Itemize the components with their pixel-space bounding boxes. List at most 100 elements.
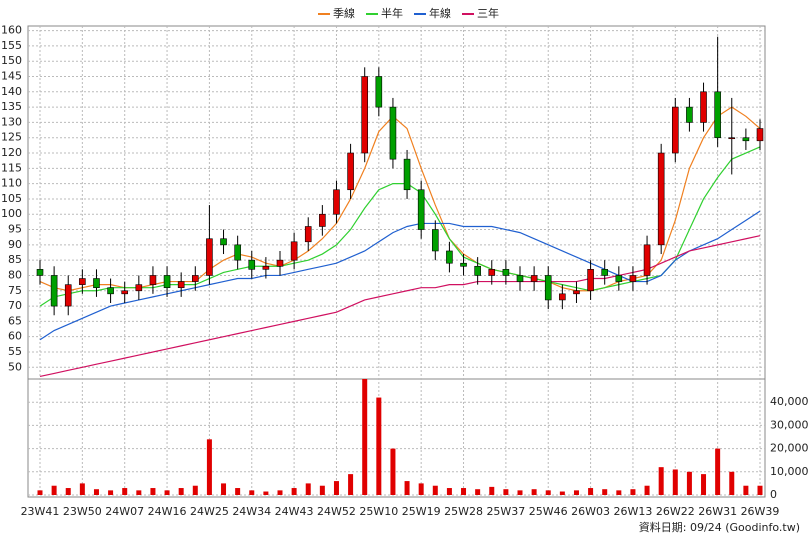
y-tick-label: 110: [1, 177, 22, 190]
legend-label: 三年: [477, 6, 499, 20]
candle-body: [163, 275, 171, 289]
x-tick-label: 26W31: [698, 505, 737, 518]
x-tick-label: 26W22: [656, 505, 695, 518]
y-tick-label: 50: [8, 360, 22, 373]
candle-body: [375, 76, 383, 108]
candle-body: [333, 189, 340, 215]
volume-bar: [122, 488, 128, 495]
x-tick-label: 24W43: [275, 505, 314, 518]
candle-body: [220, 238, 227, 246]
volume-bar: [362, 379, 368, 495]
y-tick-label: 90: [8, 238, 22, 251]
candle-body: [446, 250, 453, 264]
x-tick-label: 25W28: [444, 505, 483, 518]
x-tick-label: 25W37: [486, 505, 525, 518]
volume-bar: [178, 488, 184, 495]
y-tick-label: 100: [1, 207, 22, 220]
candle-body: [290, 241, 298, 261]
candle-body: [431, 229, 439, 252]
volume-bar: [305, 483, 311, 495]
y-tick-label: 160: [1, 24, 22, 37]
candle-body: [488, 269, 496, 276]
candle-body: [417, 189, 425, 230]
volume-bar: [743, 485, 749, 495]
x-tick-label: 23W41: [21, 505, 60, 518]
candle-body: [206, 238, 213, 276]
volume-bar: [432, 485, 438, 495]
candle-body: [460, 262, 467, 267]
volume-bar: [715, 448, 721, 495]
x-tick-label: 25W10: [359, 505, 398, 518]
candle-body: [248, 259, 256, 270]
x-tick-label: 23W50: [63, 505, 102, 518]
candle-body: [389, 106, 397, 160]
volume-bar: [164, 490, 170, 495]
volume-bar: [150, 488, 156, 495]
y-tick-label: 60: [8, 330, 22, 343]
candle-body: [319, 213, 326, 227]
volume-bar: [602, 489, 608, 495]
candle-body: [671, 106, 679, 154]
candle-body: [474, 265, 481, 276]
candle-body: [79, 278, 86, 285]
x-tick-label: 25W46: [529, 505, 568, 518]
x-tick-label: 24W25: [190, 505, 229, 518]
y-tick-label: 135: [1, 100, 22, 113]
source-note: 資料日期: 09/24 (Goodinfo.tw): [639, 520, 800, 534]
volume-bar: [701, 474, 707, 495]
y-tick-label: 105: [1, 192, 22, 205]
candle-body: [36, 269, 44, 276]
volume-bar: [37, 490, 43, 495]
volume-bar: [51, 485, 57, 495]
candle-body: [177, 281, 185, 289]
volume-bar: [221, 483, 227, 495]
y-tick-label: 145: [1, 70, 22, 83]
x-tick-label: 26W13: [614, 505, 653, 518]
volume-bar: [616, 490, 622, 495]
candle-body: [587, 269, 594, 292]
volume-bar: [418, 483, 424, 495]
volume-bar: [348, 474, 354, 495]
candle-body: [121, 290, 129, 295]
candle-body: [50, 275, 58, 307]
volume-bar: [390, 448, 396, 495]
y2-tick-label: 40,000: [770, 395, 808, 408]
candle-body: [700, 91, 707, 123]
candle-body: [516, 275, 524, 282]
volume-bar: [446, 488, 452, 495]
volume-bar: [108, 490, 114, 495]
volume-bar: [573, 490, 579, 495]
legend-label: 季線: [333, 6, 355, 20]
x-tick-label: 24W34: [232, 505, 271, 518]
y-tick-label: 85: [8, 253, 22, 266]
volume-bar: [136, 490, 142, 495]
legend-label: 年線: [429, 6, 451, 20]
x-tick-label: 26W03: [571, 505, 610, 518]
candle-body: [191, 275, 199, 282]
y-tick-label: 70: [8, 299, 22, 312]
candle-body: [304, 226, 312, 243]
candle-body: [276, 259, 284, 267]
volume-bar: [475, 489, 481, 495]
candle-body: [756, 128, 764, 142]
volume-bar: [644, 485, 650, 495]
y-tick-label: 155: [1, 39, 22, 52]
x-tick-label: 24W52: [317, 505, 356, 518]
x-tick-label: 26W39: [741, 505, 780, 518]
candle-body: [347, 152, 354, 191]
volume-bar: [489, 486, 495, 495]
volume-bar: [277, 490, 283, 495]
candle-body: [361, 76, 369, 154]
volume-bar: [333, 481, 339, 495]
candle-body: [64, 284, 72, 307]
y-tick-label: 150: [1, 54, 22, 67]
volume-bar: [588, 488, 594, 495]
volume-bar: [93, 489, 99, 495]
y-tick-label: 55: [8, 345, 22, 358]
x-tick-label: 24W16: [148, 505, 187, 518]
volume-bar: [545, 490, 551, 495]
legend-label: 半年: [381, 6, 403, 20]
volume-bar: [729, 471, 735, 495]
volume-bar: [235, 488, 241, 495]
candle-body: [502, 269, 510, 276]
